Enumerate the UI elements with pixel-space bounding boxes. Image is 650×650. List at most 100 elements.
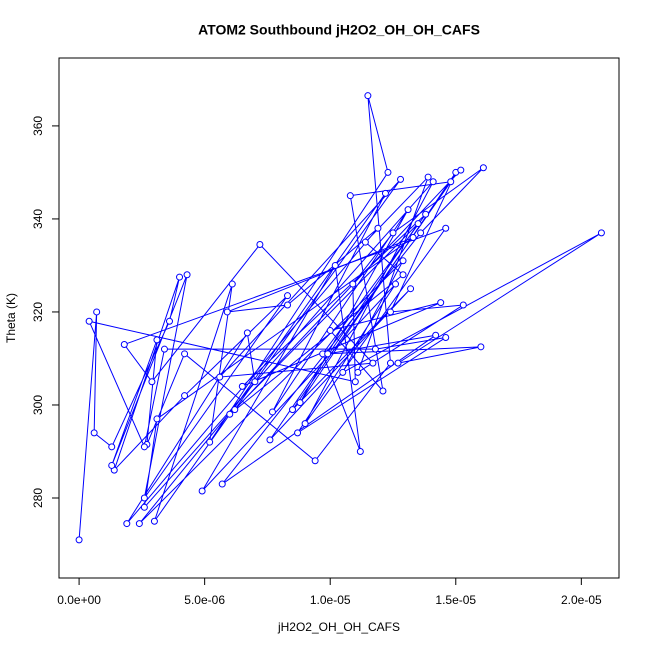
data-point bbox=[120, 341, 128, 349]
data-point bbox=[432, 331, 440, 339]
x-tick-label: 2.0e-05 bbox=[561, 593, 602, 607]
y-axis-label: Theta (K) bbox=[4, 293, 18, 343]
data-point bbox=[394, 359, 402, 367]
data-point bbox=[346, 192, 354, 200]
data-point bbox=[459, 301, 467, 309]
data-point bbox=[326, 327, 334, 335]
data-point bbox=[447, 178, 455, 186]
data-point bbox=[223, 308, 231, 316]
data-point bbox=[135, 520, 143, 528]
data-point bbox=[442, 334, 450, 342]
data-point bbox=[108, 443, 116, 451]
y-tick-label: 280 bbox=[31, 488, 45, 508]
data-point bbox=[165, 317, 173, 325]
data-point bbox=[324, 350, 332, 358]
data-point bbox=[228, 280, 236, 288]
data-point bbox=[374, 224, 382, 232]
data-line bbox=[78, 95, 602, 540]
data-point bbox=[386, 308, 394, 316]
data-point bbox=[399, 257, 407, 265]
data-point bbox=[296, 399, 304, 407]
x-tick-label: 0.0e+00 bbox=[57, 593, 101, 607]
data-point bbox=[442, 224, 450, 232]
data-point bbox=[409, 234, 417, 242]
data-point bbox=[108, 461, 116, 469]
data-point bbox=[381, 189, 389, 197]
data-point bbox=[354, 368, 362, 376]
data-point bbox=[361, 238, 369, 246]
data-point bbox=[386, 359, 394, 367]
data-point bbox=[407, 285, 415, 293]
data-point bbox=[90, 429, 98, 437]
data-point bbox=[311, 457, 319, 465]
x-tick-label: 1.0e-05 bbox=[310, 593, 351, 607]
data-point bbox=[266, 436, 274, 444]
data-point bbox=[238, 382, 246, 390]
data-point bbox=[422, 210, 430, 218]
data-point bbox=[148, 378, 156, 386]
data-point bbox=[216, 373, 224, 381]
data-point bbox=[597, 229, 605, 237]
data-point bbox=[339, 368, 347, 376]
data-point bbox=[140, 443, 148, 451]
data-point bbox=[284, 292, 292, 300]
data-point bbox=[397, 175, 405, 183]
data-point bbox=[284, 301, 292, 309]
data-point bbox=[256, 241, 264, 249]
data-point bbox=[150, 517, 158, 525]
data-point bbox=[369, 359, 377, 367]
data-point bbox=[301, 420, 309, 428]
data-point bbox=[75, 536, 83, 544]
x-axis-label: jH2O2_OH_OH_CAFS bbox=[277, 620, 400, 634]
data-point bbox=[268, 408, 276, 416]
data-point bbox=[331, 261, 339, 269]
data-point bbox=[457, 166, 465, 174]
y-tick-label: 320 bbox=[31, 302, 45, 322]
data-point bbox=[371, 345, 379, 353]
data-point bbox=[160, 345, 168, 353]
data-point bbox=[123, 520, 131, 528]
data-point bbox=[85, 317, 93, 325]
data-point bbox=[181, 350, 189, 358]
data-point bbox=[153, 415, 161, 423]
data-point bbox=[351, 378, 359, 386]
x-tick-label: 1.5e-05 bbox=[435, 593, 476, 607]
data-point bbox=[384, 168, 392, 176]
data-point bbox=[183, 271, 191, 279]
data-point bbox=[251, 378, 259, 386]
data-point bbox=[392, 280, 400, 288]
data-point bbox=[389, 229, 397, 237]
data-point bbox=[364, 92, 372, 100]
data-point bbox=[294, 429, 302, 437]
data-point bbox=[93, 308, 101, 316]
chart-title: ATOM2 Southbound jH2O2_OH_OH_CAFS bbox=[198, 22, 480, 38]
data-point bbox=[479, 164, 487, 172]
data-point bbox=[424, 173, 432, 181]
data-point bbox=[198, 487, 206, 495]
data-point bbox=[404, 206, 412, 214]
plot-frame bbox=[58, 57, 620, 579]
data-point bbox=[429, 178, 437, 186]
data-point bbox=[176, 273, 184, 281]
data-point bbox=[289, 406, 297, 414]
data-point bbox=[243, 329, 251, 337]
data-point bbox=[181, 392, 189, 400]
data-point bbox=[414, 220, 422, 228]
y-tick-label: 300 bbox=[31, 395, 45, 415]
data-point bbox=[437, 299, 445, 307]
data-point bbox=[417, 229, 425, 237]
data-point bbox=[140, 494, 148, 502]
data-point bbox=[477, 343, 485, 351]
data-point bbox=[356, 447, 364, 455]
data-point bbox=[140, 503, 148, 511]
data-point bbox=[379, 387, 387, 395]
data-point bbox=[153, 336, 161, 344]
data-point bbox=[226, 410, 234, 418]
data-point bbox=[206, 438, 214, 446]
x-tick-label: 5.0e-06 bbox=[184, 593, 225, 607]
data-point bbox=[399, 271, 407, 279]
data-point bbox=[231, 406, 239, 414]
